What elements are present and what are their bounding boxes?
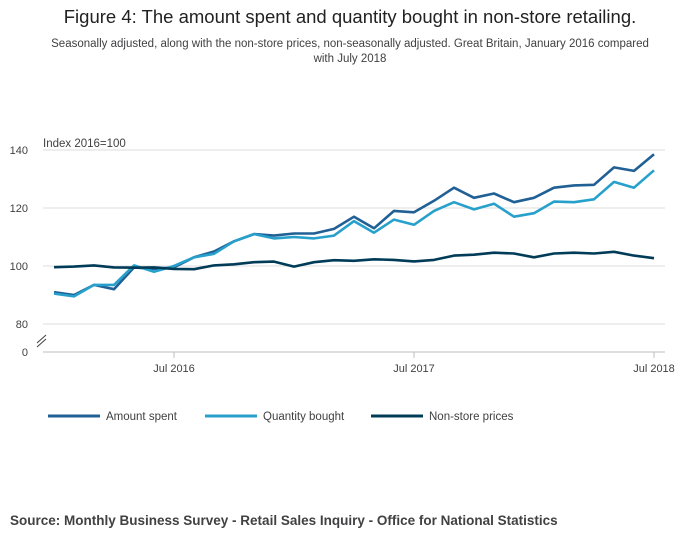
x-tick-label: Jul 2018 — [633, 363, 675, 375]
chart-subtitle: Seasonally adjusted, along with the non-… — [51, 38, 649, 65]
legend-label[interactable]: Quantity bought — [263, 411, 345, 423]
series-line-amount-spent — [53, 153, 655, 297]
y-tick-label: 140 — [10, 145, 28, 157]
y-axis: 140 120 100 80 0 — [10, 145, 47, 359]
x-tick-label: Jul 2017 — [393, 363, 435, 375]
x-tick-label: Jul 2016 — [153, 363, 195, 375]
y-axis-label: Index 2016=100 — [43, 138, 126, 150]
y-tick-label: 80 — [16, 319, 28, 331]
series-line-quantity-bought — [53, 169, 655, 298]
gridlines — [43, 149, 665, 325]
axis-break-marker — [36, 334, 47, 348]
legend-label[interactable]: Non-store prices — [429, 411, 514, 423]
series-lines — [53, 153, 655, 298]
series-line-non-store-prices — [53, 250, 655, 271]
chart-title: Figure 4: The amount spent and quantity … — [63, 6, 637, 27]
legend: Amount spent Quantity bought Non-store pri… — [48, 411, 514, 423]
legend-label[interactable]: Amount spent — [106, 411, 178, 423]
y-tick-label: 0 — [22, 347, 28, 359]
line-chart: 140 120 100 80 0 Jul 2016 Jul 2017 Jul 2018 In… — [10, 138, 675, 423]
source-note: Source: Monthly Business Survey - Retail… — [10, 513, 558, 528]
y-tick-label: 100 — [10, 261, 28, 273]
y-tick-label: 120 — [10, 203, 28, 215]
x-axis: Jul 2016 Jul 2017 Jul 2018 — [43, 351, 675, 375]
